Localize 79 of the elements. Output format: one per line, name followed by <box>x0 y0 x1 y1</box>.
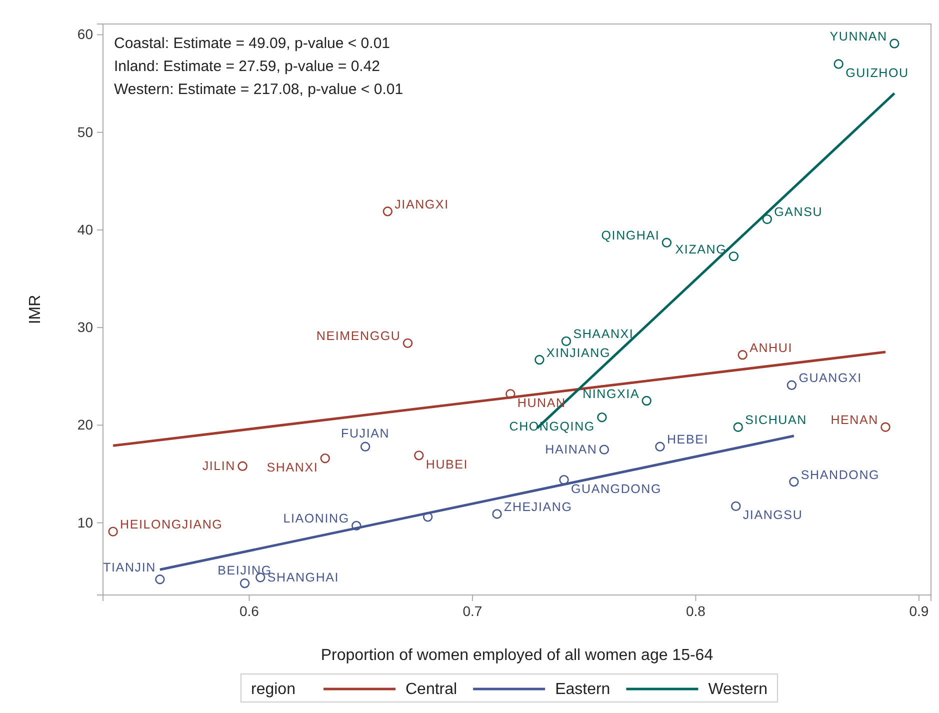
annotation: YUNNAN <box>830 30 888 44</box>
legend-title: region <box>251 681 296 698</box>
annotation: QINGHAI <box>601 228 660 243</box>
annotation: LIAONING <box>283 512 350 526</box>
annotation: CHONGQING <box>509 419 595 434</box>
point <box>559 474 569 485</box>
point <box>561 336 572 346</box>
point <box>238 461 248 472</box>
annotation: JIANGXI <box>394 197 449 212</box>
legend-label: Eastern <box>555 681 610 698</box>
annotation: ANHUI <box>750 340 792 355</box>
point <box>789 476 799 487</box>
point <box>534 354 544 365</box>
point <box>492 509 502 519</box>
point <box>382 206 392 216</box>
x-tick-label: 0.9 <box>909 602 929 619</box>
point <box>352 520 362 531</box>
point <box>738 350 748 360</box>
point <box>642 396 652 406</box>
annotation: JIANGSU <box>742 508 803 522</box>
point <box>762 214 772 224</box>
annotation: SHANDONG <box>800 468 880 482</box>
annotation: GUANGDONG <box>570 482 662 496</box>
annotation: GUANGXI <box>798 371 862 386</box>
annotation: Inland: Estimate = 27.59, p-value = 0.42 <box>114 58 380 75</box>
point <box>728 251 739 262</box>
legend-label: Central <box>405 681 458 698</box>
annotation: TIANJIN <box>103 560 156 574</box>
annotation: GUIZHOU <box>846 66 909 80</box>
annotation: HEILONGJIANG <box>120 518 223 532</box>
point <box>662 238 672 248</box>
x-tick-label: 0.7 <box>462 602 482 619</box>
point <box>414 450 424 460</box>
point <box>422 512 433 522</box>
y-tick-label: 40 <box>77 221 94 238</box>
annotation: HAINAN <box>545 442 598 457</box>
point <box>506 389 516 399</box>
annotation: HENAN <box>830 413 878 428</box>
point <box>733 422 743 432</box>
point <box>320 454 330 464</box>
annotation: GANSU <box>774 205 823 220</box>
y-axis-title: IMR <box>27 294 44 324</box>
point <box>890 38 900 48</box>
y-tick-label: 60 <box>77 26 94 42</box>
annotation: SHANXI <box>266 460 318 474</box>
annotation: SICHUAN <box>745 413 807 428</box>
annotation: JILIN <box>202 459 236 474</box>
x-tick-label: 0.8 <box>686 602 706 619</box>
annotation: SHAANXI <box>573 327 634 342</box>
annotation: XINJIANG <box>546 346 610 360</box>
point <box>155 574 165 584</box>
x-axis-title: Proportion of women employed of all women age 15-64 <box>320 647 714 664</box>
annotation: HEBEI <box>666 432 708 447</box>
annotation: ZHEJIANG <box>504 500 572 514</box>
annotation: HUNAN <box>517 396 566 410</box>
x-tick-label: 0.6 <box>239 602 260 619</box>
y-tick-label: 20 <box>77 416 94 433</box>
annotation: NEIMENGGU <box>316 329 401 344</box>
annotation: NINGXIA <box>582 386 640 401</box>
point <box>880 422 890 432</box>
annotation: HUBEI <box>426 457 468 472</box>
annotation: Coastal: Estimate = 49.09, p-value < 0.01 <box>114 35 390 52</box>
point <box>360 442 370 452</box>
point <box>655 442 665 452</box>
annotation: XIZANG <box>675 242 727 256</box>
legend-label: Western <box>708 681 768 698</box>
annotation: FUJIAN <box>341 426 390 441</box>
y-tick-label: 50 <box>77 124 94 140</box>
point <box>597 412 607 422</box>
point <box>834 59 844 69</box>
point <box>731 501 741 512</box>
point <box>786 380 797 390</box>
point <box>599 444 610 454</box>
y-tick-label: 30 <box>77 319 94 336</box>
point <box>240 578 250 588</box>
y-tick-label: 10 <box>77 514 94 530</box>
annotation: Western: Estimate = 217.08, p-value < 0.01 <box>114 81 404 98</box>
point <box>402 338 413 348</box>
point <box>108 526 118 536</box>
